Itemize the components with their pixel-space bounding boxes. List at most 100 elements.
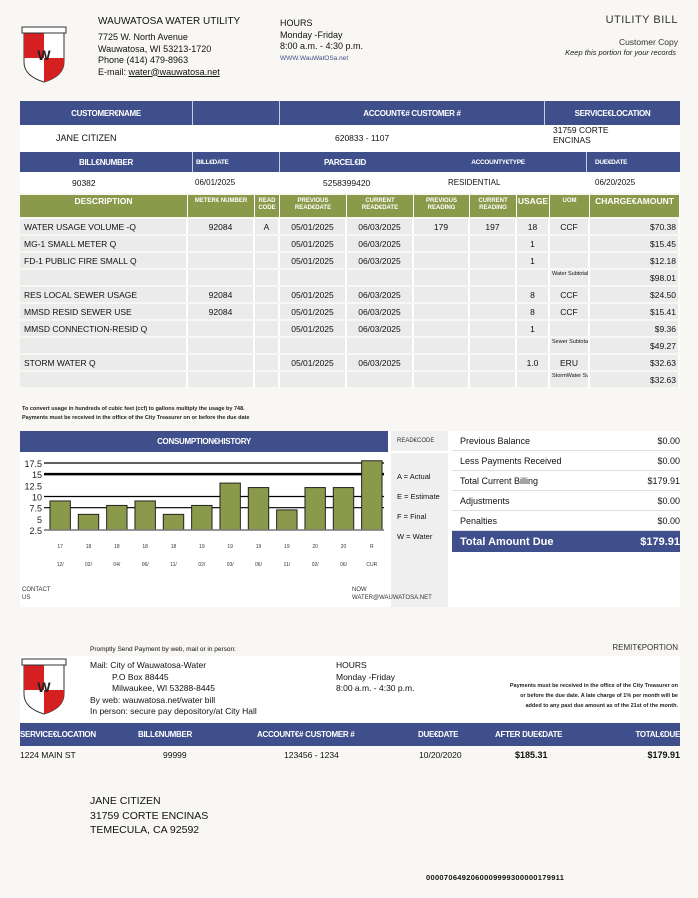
table-cell: [280, 372, 347, 387]
column-header: UOM: [550, 195, 590, 217]
mailing-city: TEMECULA, CA 92592: [90, 824, 200, 836]
header-account: ACCOUNT€# CUSTOMER #: [280, 101, 545, 125]
table-cell: [414, 253, 470, 268]
remit-box: [20, 656, 680, 722]
email-label: E-mail:: [98, 66, 129, 77]
table-cell: CCF: [550, 304, 590, 319]
conversion-note: To convert usage in hundreds of cubic fe…: [22, 406, 245, 412]
table-cell: [188, 270, 255, 285]
table-cell: FD-1 PUBLIC FIRE SMALL Q: [20, 253, 188, 268]
x-tick-label: CUR: [366, 562, 377, 568]
summary-value: $0.00: [657, 515, 680, 526]
column-header: CURRENT READING: [470, 195, 517, 217]
bar: [247, 487, 270, 531]
read-code-item: F = Final: [397, 512, 427, 521]
total-value: $179.91: [640, 535, 680, 548]
remit-prompt: Promptly Send Payment by web, mail or in…: [90, 646, 236, 653]
read-code-item: W = Water: [397, 532, 433, 541]
table-cell: [414, 304, 470, 319]
bill-header: BILL€NUMBER BILL€DATE PARCEL€ID ACCOUNTY…: [20, 152, 680, 172]
bar: [49, 500, 71, 531]
x-tick-label: 11/: [284, 562, 291, 568]
table-cell: [414, 372, 470, 387]
table-cell: [255, 236, 280, 251]
table-cell: [188, 253, 255, 268]
table-cell: [550, 253, 590, 268]
remit-hours-time: 8:00 a.m. - 4:30 p.m.: [336, 683, 415, 693]
y-tick-label: 15: [32, 470, 42, 480]
remit-mail-3: Milwaukee, WI 53288-8445: [112, 683, 216, 693]
header-service-location: SERVICE€LOCATION: [574, 108, 651, 118]
account-number: 620833 - 1107: [335, 133, 390, 143]
table-cell: [414, 321, 470, 336]
remit-after-due-amount: $185.31: [515, 750, 548, 760]
table-cell: 06/03/2025: [347, 355, 414, 370]
y-tick-label: 2.5: [29, 526, 42, 536]
header-bill-date: BILL€DATE: [193, 152, 280, 172]
account-type: RESIDENTIAL: [448, 178, 501, 187]
remit-title: REMIT€PORTION: [612, 643, 678, 652]
email-link[interactable]: water@wauwatosa.net: [128, 66, 220, 77]
total-amount-due: Total Amount Due $179.91: [452, 531, 680, 552]
table-cell: [188, 372, 255, 387]
table-cell: [188, 236, 255, 251]
table-cell: [470, 287, 517, 302]
header-account-type: ACCOUNTY€TYPE: [410, 152, 587, 172]
column-header: CHARGE€AMOUNT: [590, 195, 680, 217]
table-cell: [414, 270, 470, 285]
read-code-item: A = Actual: [397, 472, 431, 481]
x-tick-label: 19: [227, 544, 233, 550]
late-note-3: added to any past due amount as of the 2…: [525, 703, 679, 709]
remit-bill-number: 99999: [163, 750, 187, 760]
table-cell: 05/01/2025: [280, 304, 347, 319]
read-code-item: E = Estimate: [397, 492, 440, 501]
column-header: READ CODE: [255, 195, 280, 217]
contact-now: NOW: [352, 587, 367, 593]
chart-title: CONSUMPTION€HISTORY: [20, 431, 388, 452]
table-cell: 1: [517, 321, 550, 336]
utility-address2: Wauwatosa, WI 53213-1720: [98, 43, 212, 54]
y-tick-label: 5: [37, 515, 42, 525]
subtotal-label: StormWater Subtotal: [552, 373, 590, 379]
copy-label: Customer Copy: [618, 37, 678, 47]
table-cell: MMSD RESID SEWER USE: [20, 304, 188, 319]
utility-phone: Phone (414) 479-8963: [98, 55, 189, 65]
header-parcel-id: PARCEL€ID: [323, 157, 367, 167]
table-cell: 05/01/2025: [280, 321, 347, 336]
table-cell: [414, 287, 470, 302]
table-cell: 05/01/2025: [280, 236, 347, 251]
summary-row: Total Current Billing $179.91: [452, 471, 680, 491]
header-blank: [193, 101, 280, 125]
table-cell: [470, 355, 517, 370]
copy-note: Keep this portion for your records: [565, 48, 676, 57]
table-cell: [550, 236, 590, 251]
summary-row: Previous Balance $0.00: [452, 431, 680, 451]
total-label: Total Amount Due: [460, 535, 554, 548]
table-cell: [470, 372, 517, 387]
table-cell: 06/03/2025: [347, 287, 414, 302]
bar: [134, 500, 156, 531]
bar: [106, 504, 128, 531]
remit-header-due-date: DUE€DATE: [418, 730, 459, 739]
y-tick-label: 10: [32, 493, 42, 503]
website-link[interactable]: WWW.WauWatOSa.net: [280, 54, 349, 62]
service-location: 31759 CORTE ENCINAS: [553, 125, 609, 145]
table-row: MMSD CONNECTION-RESID Q 05/01/2025 06/03/2…: [20, 321, 680, 336]
summary-value: $0.00: [657, 435, 680, 446]
bar: [162, 513, 185, 531]
table-cell: [255, 321, 280, 336]
contact-email[interactable]: WATER@WAUWATOSA.NET: [352, 595, 432, 601]
x-tick-label: 18: [171, 544, 177, 550]
y-tick-label: 12.5: [24, 481, 42, 491]
table-row: MMSD RESID SEWER USE 92084 05/01/2025 06/03…: [20, 304, 680, 319]
table-cell: $12.18: [590, 253, 680, 268]
hours-time: 8:00 a.m. - 4:30 p.m.: [280, 41, 364, 51]
table-cell: [347, 338, 414, 353]
table-cell: MG-1 SMALL METER Q: [20, 236, 188, 251]
x-tick-label: 20: [341, 544, 347, 550]
late-note-1: Payments must be received in the office …: [509, 683, 678, 689]
x-tick-label: 06/: [255, 562, 263, 568]
remit-header-account: ACCOUNT€# CUSTOMER #: [257, 730, 355, 739]
summary-value: $179.91: [647, 475, 680, 486]
x-tick-label: 17: [57, 544, 63, 550]
